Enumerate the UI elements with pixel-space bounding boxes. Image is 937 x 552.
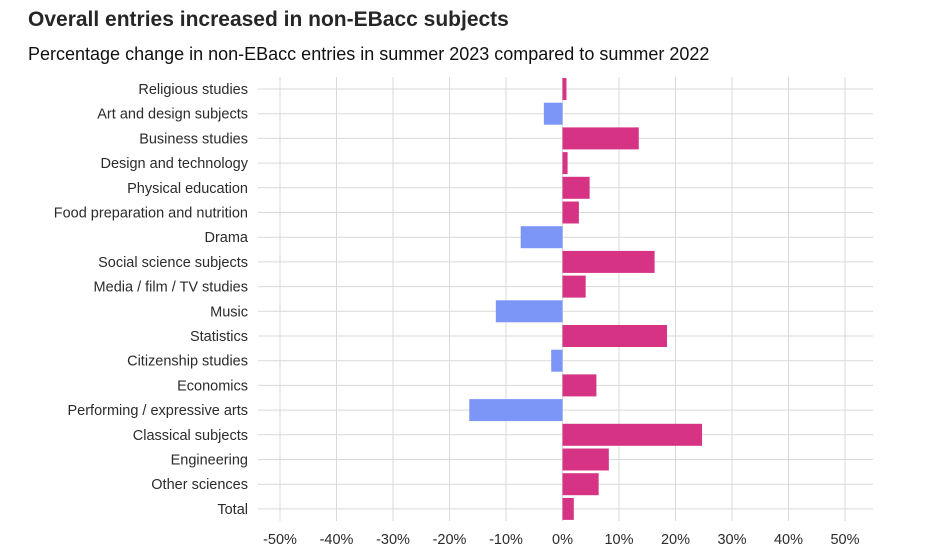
category-label: Classical subjects xyxy=(133,428,248,444)
category-label: Art and design subjects xyxy=(97,107,248,123)
category-label: Physical education xyxy=(127,181,248,197)
bar-drama xyxy=(520,226,563,249)
category-label: Social science subjects xyxy=(98,255,248,271)
bar-food-preparation-and-nutrition xyxy=(562,201,579,224)
bar-business-studies xyxy=(562,127,639,150)
x-tick-label: 0% xyxy=(552,532,573,548)
x-tick-label: -30% xyxy=(376,532,410,548)
x-tick-label: -20% xyxy=(433,532,467,548)
bar-media-film-tv-studies xyxy=(562,275,586,298)
bar-citizenship-studies xyxy=(551,349,563,372)
x-tick-label: -10% xyxy=(489,532,523,548)
category-label: Other sciences xyxy=(151,477,248,493)
category-label: Design and technology xyxy=(100,156,248,172)
bar-total xyxy=(562,497,574,520)
bar-music xyxy=(495,300,563,323)
category-label: Food preparation and nutrition xyxy=(54,206,248,222)
category-label: Economics xyxy=(177,378,248,394)
category-label: Citizenship studies xyxy=(127,354,248,370)
category-label: Performing / expressive arts xyxy=(67,403,248,419)
chart-title: Overall entries increased in non-EBacc s… xyxy=(28,8,509,31)
x-tick-label: 30% xyxy=(717,532,746,548)
chart-subtitle: Percentage change in non-EBacc entries i… xyxy=(28,44,710,64)
x-tick-label: 40% xyxy=(774,532,803,548)
category-label: Media / film / TV studies xyxy=(94,280,248,296)
x-tick-label: -50% xyxy=(263,532,297,548)
x-tick-label: 10% xyxy=(604,532,633,548)
bar-design-and-technology xyxy=(562,152,568,175)
x-tick-label: -40% xyxy=(320,532,354,548)
category-label: Statistics xyxy=(190,329,248,345)
bar-religious-studies xyxy=(562,78,567,100)
bar-classical-subjects xyxy=(562,423,703,446)
x-tick-label: 50% xyxy=(830,532,859,548)
bar-physical-education xyxy=(562,176,590,199)
category-label: Engineering xyxy=(171,453,248,469)
bar-engineering xyxy=(562,448,609,471)
category-label: Music xyxy=(210,304,248,320)
bar-performing-expressive-arts xyxy=(469,399,563,422)
category-label: Religious studies xyxy=(138,82,248,98)
bar-other-sciences xyxy=(562,473,599,496)
bar-social-science-subjects xyxy=(562,250,655,273)
bar-art-and-design-subjects xyxy=(543,102,563,125)
bar-statistics xyxy=(562,325,668,347)
x-tick-label: 20% xyxy=(661,532,690,548)
category-label: Total xyxy=(217,502,248,518)
bar-economics xyxy=(562,374,597,397)
category-label: Business studies xyxy=(139,131,248,147)
category-label: Drama xyxy=(204,230,248,246)
